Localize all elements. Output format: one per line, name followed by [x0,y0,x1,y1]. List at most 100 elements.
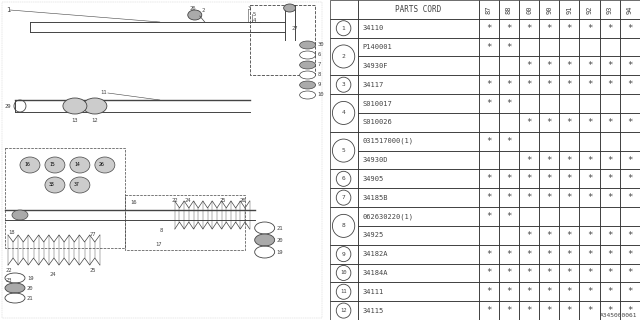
Bar [559,38,579,56]
Text: 9: 9 [342,252,346,257]
Text: 22: 22 [172,197,179,203]
Text: *: * [607,231,612,240]
Bar [539,151,559,169]
Bar [620,245,640,264]
Text: 25: 25 [220,197,226,203]
Text: 12: 12 [340,308,347,313]
Circle shape [336,265,351,280]
Text: *: * [587,61,592,70]
Text: *: * [547,268,552,277]
Bar [559,245,579,264]
Bar [519,113,539,132]
Bar [358,264,479,282]
Text: 1: 1 [6,7,10,13]
Bar [499,264,519,282]
Bar [539,113,559,132]
Text: *: * [607,156,612,164]
Text: *: * [607,268,612,277]
Ellipse shape [45,177,65,193]
Circle shape [336,21,351,36]
Text: *: * [607,287,612,296]
Bar [600,19,620,38]
Text: *: * [607,250,612,259]
Text: *: * [566,268,572,277]
Bar [330,0,358,19]
Text: 15: 15 [49,163,55,167]
Text: *: * [526,118,532,127]
Bar [519,226,539,245]
Bar [330,38,358,75]
Bar [519,151,539,169]
Bar [479,264,499,282]
Bar [559,188,579,207]
Bar [358,38,479,56]
Bar [600,132,620,151]
Bar [600,94,620,113]
Bar [358,132,479,151]
Text: *: * [547,61,552,70]
Bar [330,207,358,245]
Text: 34930F: 34930F [362,63,388,69]
Text: *: * [566,193,572,202]
Text: 87: 87 [486,5,492,14]
Text: 23: 23 [6,277,13,283]
Bar [479,169,499,188]
Bar [539,94,559,113]
Bar [499,207,519,226]
Bar [519,0,539,19]
Bar [499,282,519,301]
Text: 4: 4 [342,110,346,116]
Bar [620,301,640,320]
Bar [579,0,600,19]
Text: 34184A: 34184A [362,270,388,276]
Text: *: * [587,24,592,33]
Text: *: * [627,231,632,240]
Text: *: * [566,287,572,296]
Text: 34117: 34117 [362,82,383,88]
Bar [479,56,499,75]
Ellipse shape [20,157,40,173]
Text: 18: 18 [8,229,15,235]
Text: *: * [547,306,552,315]
Bar [559,282,579,301]
Text: *: * [547,80,552,89]
Bar [579,94,600,113]
Bar [519,169,539,188]
Bar [539,0,559,19]
Text: 5: 5 [253,12,256,17]
Text: *: * [547,174,552,183]
Bar [519,75,539,94]
Ellipse shape [300,91,316,99]
Text: *: * [486,193,492,202]
Circle shape [336,190,351,205]
Text: *: * [526,306,532,315]
Bar [330,132,358,169]
Bar [479,282,499,301]
Text: S010017: S010017 [362,100,392,107]
Text: 24: 24 [50,273,56,277]
Text: *: * [587,287,592,296]
Bar [519,207,539,226]
Bar [559,151,579,169]
Text: 34930D: 34930D [362,157,388,163]
Text: 34905: 34905 [362,176,383,182]
Bar [330,169,358,188]
Text: 14: 14 [74,163,80,167]
Text: *: * [506,80,511,89]
Bar [600,264,620,282]
Bar [559,169,579,188]
Ellipse shape [255,234,275,246]
Bar [620,226,640,245]
Text: *: * [486,80,492,89]
Bar [479,207,499,226]
Text: *: * [526,250,532,259]
Text: *: * [566,306,572,315]
Text: *: * [566,80,572,89]
Bar [539,75,559,94]
Bar [125,195,244,250]
Ellipse shape [188,10,202,20]
Bar [600,113,620,132]
Bar [479,132,499,151]
Bar [600,301,620,320]
Text: 34185B: 34185B [362,195,388,201]
